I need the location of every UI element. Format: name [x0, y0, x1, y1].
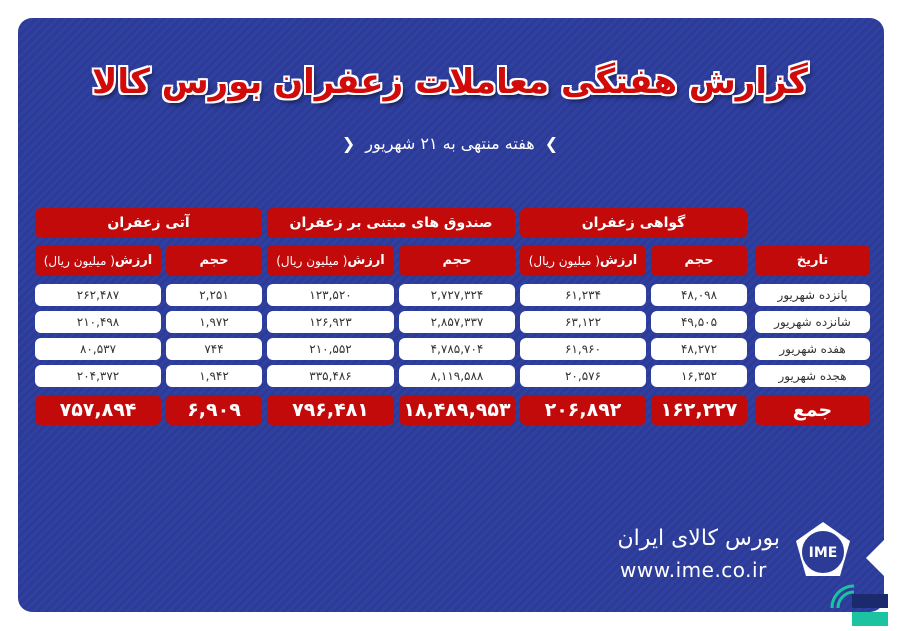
- subtitle-text: هفته منتهی به ۲۱ شهریور: [365, 134, 535, 153]
- header-futures-value: ارزش( میلیون ریال): [35, 245, 161, 276]
- cell-futures-volume: ۱,۹۴۲: [166, 365, 262, 387]
- cell-fund-value: ۲۱۰,۵۵۲: [267, 338, 394, 360]
- header-fund-value: ارزش( میلیون ریال): [267, 245, 394, 276]
- cell-futures-volume: ۱,۹۷۲: [166, 311, 262, 333]
- total-futures-volume: ۶,۹۰۹: [166, 395, 262, 425]
- cell-futures-value: ۲۶۲,۴۸۷: [35, 284, 161, 306]
- cell-cert-value: ۶۱,۹۶۰: [520, 338, 646, 360]
- cell-cert-value: ۲۰,۵۷۶: [520, 365, 646, 387]
- group-header-futures: آتی زعفران: [35, 208, 262, 238]
- cell-futures-value: ۸۰,۵۳۷: [35, 338, 161, 360]
- org-name: بورس کالای ایران: [617, 526, 780, 551]
- total-futures-value: ۷۵۷,۸۹۴: [35, 395, 161, 425]
- cell-date: هفده شهریور: [755, 338, 870, 360]
- kala-khabar-watermark-icon: [830, 584, 888, 626]
- subtitle: ❯ هفته منتهی به ۲۱ شهریور ❮: [0, 134, 900, 153]
- cell-cert-volume: ۱۶,۳۵۲: [651, 365, 747, 387]
- total-cert-value: ۲۰۶,۸۹۲: [520, 395, 646, 425]
- cell-fund-value: ۱۲۶,۹۲۳: [267, 311, 394, 333]
- cell-cert-value: ۶۳,۱۲۲: [520, 311, 646, 333]
- cell-cert-volume: ۴۸,۰۹۸: [651, 284, 747, 306]
- header-cert-volume: حجم: [651, 245, 747, 276]
- cell-date: پانزده شهریور: [755, 284, 870, 306]
- panel-notch: [866, 540, 884, 576]
- group-header-certificate: گواهی زعفران: [520, 208, 747, 238]
- cell-fund-volume: ۲,۸۵۷,۳۳۷: [399, 311, 515, 333]
- cell-futures-volume: ۷۴۴: [166, 338, 262, 360]
- cell-date: شانزده شهریور: [755, 311, 870, 333]
- total-cert-volume: ۱۶۲,۲۲۷: [651, 395, 747, 425]
- cell-fund-value: ۳۳۵,۴۸۶: [267, 365, 394, 387]
- cell-date: هجده شهریور: [755, 365, 870, 387]
- org-url: www.ime.co.ir: [620, 558, 767, 582]
- cell-cert-volume: ۴۹,۵۰۵: [651, 311, 747, 333]
- header-date: تاریخ: [755, 245, 870, 276]
- cell-fund-value: ۱۲۳,۵۲۰: [267, 284, 394, 306]
- header-cert-value: ارزش( میلیون ریال): [520, 245, 646, 276]
- chevron-right-icon: ❮: [341, 134, 356, 153]
- cell-cert-volume: ۴۸,۲۷۲: [651, 338, 747, 360]
- total-fund-volume: ۱۸,۴۸۹,۹۵۳: [399, 395, 515, 425]
- cell-futures-volume: ۲,۲۵۱: [166, 284, 262, 306]
- group-header-fund: صندوق های مبتنی بر زعفران: [267, 208, 515, 238]
- cell-fund-volume: ۴,۷۸۵,۷۰۴: [399, 338, 515, 360]
- total-fund-value: ۷۹۶,۴۸۱: [267, 395, 394, 425]
- cell-futures-value: ۲۱۰,۴۹۸: [35, 311, 161, 333]
- header-futures-volume: حجم: [166, 245, 262, 276]
- cell-cert-value: ۶۱,۲۳۴: [520, 284, 646, 306]
- ime-logo-icon: IME: [796, 522, 850, 576]
- report-table: آتی زعفران صندوق های مبتنی بر زعفران گوا…: [35, 208, 870, 425]
- chevron-left-icon: ❯: [544, 134, 559, 153]
- header-fund-volume: حجم: [399, 245, 515, 276]
- page-title: گزارش هفتگی معاملات زعفران بورس کالا: [92, 62, 808, 102]
- cell-futures-value: ۲۰۴,۳۷۲: [35, 365, 161, 387]
- ime-logo-text: IME: [809, 545, 838, 561]
- total-date: جمع: [755, 395, 870, 425]
- cell-fund-volume: ۸,۱۱۹,۵۸۸: [399, 365, 515, 387]
- cell-fund-volume: ۲,۷۲۷,۳۲۴: [399, 284, 515, 306]
